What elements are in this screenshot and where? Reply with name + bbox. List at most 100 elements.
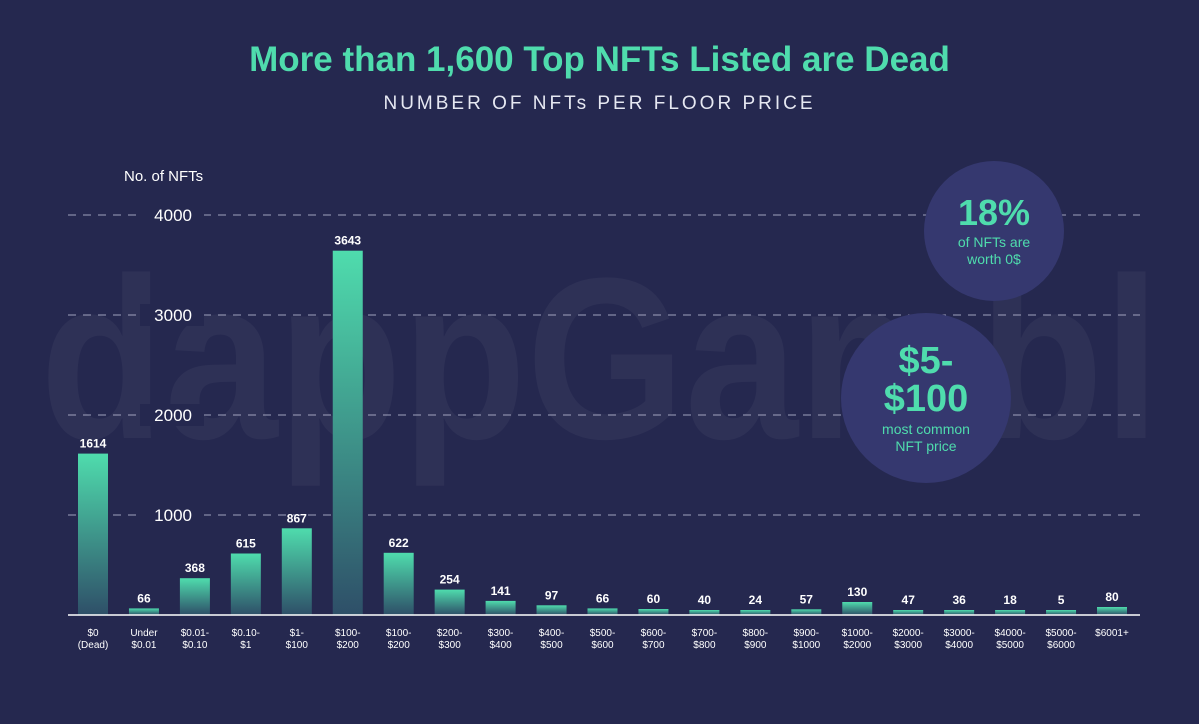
bar [842, 602, 873, 615]
x-tick-label: $800 [693, 640, 716, 651]
bar-value-label: 18 [1003, 593, 1017, 607]
x-tick-label: $4000- [995, 628, 1026, 639]
bar [1097, 607, 1127, 615]
callout-text-line: most common [882, 421, 970, 438]
y-tick-label: 3000 [154, 306, 192, 325]
y-tick-label: 1000 [154, 506, 192, 525]
x-tick-label: $0.01- [181, 628, 209, 639]
callout-price-range: $5- [898, 340, 954, 383]
bar [536, 605, 567, 615]
x-tick-label: $200 [388, 640, 411, 651]
bar-value-label: 24 [749, 593, 763, 607]
bar-value-label: 36 [952, 593, 966, 607]
bar [383, 552, 414, 615]
bar-value-label: 66 [596, 591, 610, 605]
x-tick-label: $900- [794, 628, 820, 639]
bar [689, 610, 720, 615]
x-tick-label: $100- [335, 628, 361, 639]
bar-value-label: 97 [545, 588, 559, 602]
bar-value-label: 5 [1058, 593, 1065, 607]
x-tick-label: $3000 [894, 640, 922, 651]
tick-label-background [140, 404, 204, 426]
tick-label-background [140, 504, 204, 526]
bar [893, 610, 924, 615]
chart-subtitle: NUMBER OF NFTs PER FLOOR PRICE [383, 93, 816, 114]
bar-value-label: 57 [800, 592, 814, 606]
bar-value-label: 47 [902, 593, 916, 607]
x-tick-label: $500- [590, 628, 616, 639]
x-tick-label: $0.10- [232, 628, 260, 639]
x-tick-label: $4000 [945, 640, 973, 651]
tick-label-background [140, 304, 204, 326]
bar-value-label: 60 [647, 592, 661, 606]
x-tick-label: $700- [692, 628, 718, 639]
x-tick-label: $600 [591, 640, 614, 651]
bar [281, 528, 312, 615]
x-tick-label: $300 [439, 640, 462, 651]
x-tick-label: $800- [743, 628, 769, 639]
x-tick-label: $100 [286, 640, 309, 651]
bar-value-label: 368 [185, 561, 205, 575]
x-tick-label: $0.01 [131, 640, 156, 651]
bar-value-label: 40 [698, 593, 712, 607]
bar-value-label: 66 [137, 591, 151, 605]
bar-value-label: 130 [847, 585, 867, 599]
bar [179, 578, 210, 615]
x-tick-label: $0 [87, 628, 99, 639]
bar-value-label: 1614 [80, 437, 107, 451]
tick-label-background [140, 204, 204, 226]
bar-value-label: 80 [1105, 590, 1119, 604]
callout-price-range: $100 [883, 378, 969, 421]
x-tick-label: $1 [240, 640, 252, 651]
dead-nft-share-callout: 18% of NFTs are worth 0$ [924, 161, 1064, 301]
bar [740, 610, 771, 615]
bar [791, 609, 822, 615]
bar [485, 600, 516, 615]
x-tick-label: $700 [642, 640, 665, 651]
x-tick-label: $1000 [792, 640, 820, 651]
x-tick-label: (Dead) [78, 640, 109, 651]
chart-title: More than 1,600 Top NFTs Listed are Dead [249, 40, 950, 79]
bar-value-label: 615 [236, 537, 256, 551]
x-tick-label: $400 [489, 640, 512, 651]
x-tick-label: Under [130, 628, 158, 639]
x-tick-label: $600- [641, 628, 667, 639]
bar [1046, 610, 1077, 615]
x-tick-label: $6000 [1047, 640, 1075, 651]
callout-text-line: of NFTs are [957, 234, 1031, 251]
bar-value-label: 141 [491, 584, 511, 598]
x-tick-label: $1- [290, 628, 304, 639]
y-axis-label: No. of NFTs [124, 168, 204, 185]
x-tick-label: $500 [540, 640, 563, 651]
bar [128, 608, 159, 615]
bar [434, 589, 465, 615]
x-tick-label: $2000 [843, 640, 871, 651]
x-tick-label: $100- [386, 628, 412, 639]
x-tick-label: $5000 [996, 640, 1024, 651]
bar-value-label: 622 [389, 536, 409, 550]
bar [332, 250, 363, 615]
bar-value-label: 867 [287, 511, 307, 525]
x-tick-label: $6001+ [1095, 628, 1129, 639]
bar [230, 553, 261, 615]
bar [587, 608, 618, 615]
x-tick-label: $1000- [842, 628, 873, 639]
common-price-callout: $5- $100 most common NFT price [841, 313, 1011, 483]
bar [995, 610, 1026, 615]
bar-value-label: 254 [440, 573, 460, 587]
callout-percentage: 18% [957, 192, 1031, 234]
y-tick-label: 2000 [154, 406, 192, 425]
x-tick-label: $200- [437, 628, 463, 639]
bar [78, 453, 108, 615]
x-tick-label: $5000- [1045, 628, 1076, 639]
x-tick-label: $3000- [944, 628, 975, 639]
x-tick-label: $400- [539, 628, 565, 639]
x-tick-label: $0.10 [182, 640, 207, 651]
x-tick-label: $200 [337, 640, 360, 651]
bar [944, 610, 975, 615]
x-tick-label: $300- [488, 628, 514, 639]
x-tick-label: $2000- [893, 628, 924, 639]
callout-text-line: worth 0$ [967, 250, 1021, 267]
bar [638, 609, 669, 615]
y-tick-label: 4000 [154, 206, 192, 225]
